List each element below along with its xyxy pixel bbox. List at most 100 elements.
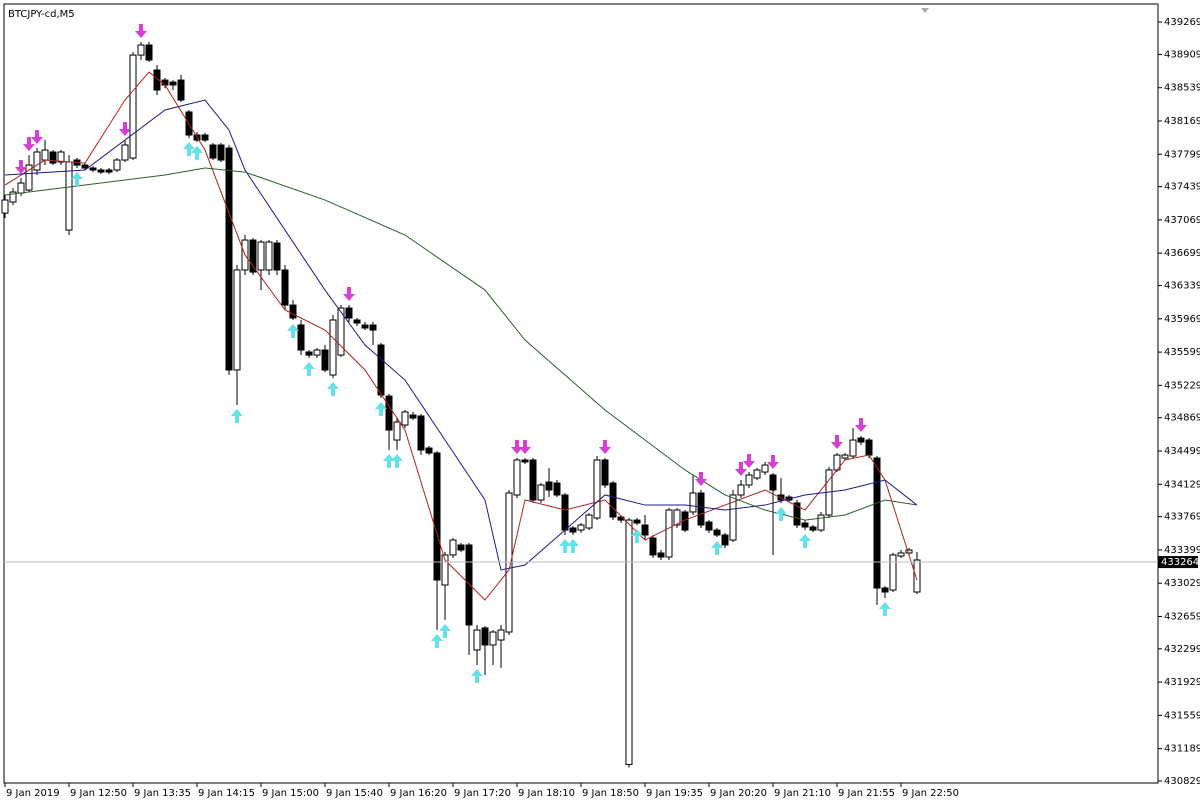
candle-body	[41, 149, 49, 161]
candle-body	[449, 539, 457, 556]
buy-arrow	[383, 454, 395, 469]
x-tick-label: 9 Jan 21:55	[838, 788, 895, 799]
candle-body	[465, 544, 473, 626]
buy-arrow	[471, 669, 483, 684]
buy-arrow	[375, 402, 387, 417]
candle-body	[105, 169, 113, 173]
candle-body	[257, 241, 265, 271]
buy-arrow	[775, 506, 787, 521]
candle-body	[577, 524, 585, 531]
buy-arrow	[439, 623, 451, 638]
candle-body	[169, 81, 177, 86]
candle-body	[17, 182, 25, 194]
candle-body	[913, 559, 921, 593]
candle-body	[889, 554, 897, 591]
y-tick-label: 431929	[1164, 677, 1200, 688]
candle-body	[857, 437, 865, 443]
candle-body	[329, 319, 337, 376]
candle-body	[521, 459, 529, 463]
sell-arrow	[23, 137, 35, 152]
buy-arrow	[391, 454, 403, 469]
y-tick-label: 431189	[1164, 744, 1200, 755]
candle-body	[385, 395, 393, 431]
y-tick-label: 433399	[1164, 545, 1200, 556]
x-tick-label: 9 Jan 19:35	[646, 788, 703, 799]
candle-body	[793, 502, 801, 526]
x-tick-label: 9 Jan 12:50	[70, 788, 127, 799]
y-tick-label: 437439	[1164, 182, 1200, 193]
candle-body	[177, 79, 185, 101]
candle-body	[601, 459, 609, 486]
candle-body	[89, 167, 97, 171]
candle-body	[841, 454, 849, 459]
candle-body	[593, 459, 601, 519]
candle-body	[657, 552, 665, 558]
x-tick-label: 9 Jan 17:20	[454, 788, 511, 799]
y-tick-label: 431559	[1164, 710, 1200, 721]
candle-body	[689, 492, 697, 513]
candle-body	[817, 514, 825, 531]
candle-body	[217, 144, 225, 161]
candle-body	[881, 587, 889, 593]
chart-title: BTCJPY-cd,M5	[8, 9, 75, 20]
candle-body	[57, 151, 65, 163]
buy-arrow	[799, 534, 811, 549]
y-tick-label: 432659	[1164, 611, 1200, 622]
candle-body	[809, 526, 817, 531]
sell-arrow	[855, 417, 867, 432]
candle-body	[537, 484, 545, 501]
sell-arrow	[519, 440, 531, 455]
candle-body	[233, 269, 241, 371]
sell-arrow	[735, 462, 747, 477]
candle-body	[337, 307, 345, 356]
y-tick-label: 437799	[1164, 149, 1200, 160]
y-tick-label: 435229	[1164, 380, 1200, 391]
candle-body	[561, 494, 569, 531]
candle-body	[649, 537, 657, 556]
x-tick-label: 9 Jan 15:40	[326, 788, 383, 799]
x-tick-label: 9 Jan 22:50	[902, 788, 959, 799]
candle-body	[457, 544, 465, 551]
sell-arrow	[135, 24, 147, 39]
candle-body	[497, 629, 505, 641]
candle-body	[1, 199, 9, 214]
moving-average	[4, 71, 918, 601]
current-price-box	[1158, 556, 1198, 569]
y-tick-label: 434129	[1164, 479, 1200, 490]
y-tick-label: 439269	[1164, 17, 1200, 28]
buy-arrow	[231, 409, 243, 424]
buy-arrow	[287, 323, 299, 338]
buy-arrow	[431, 634, 443, 649]
y-tick-label: 433769	[1164, 512, 1200, 523]
candle-body	[97, 169, 105, 173]
candle-body	[729, 494, 737, 541]
candle-body	[33, 151, 41, 171]
candle-body	[209, 144, 217, 159]
y-tick-label: 437069	[1164, 215, 1200, 226]
candle-body	[409, 414, 417, 419]
candle-body	[905, 549, 913, 554]
candle-body	[417, 415, 425, 451]
candle-body	[153, 69, 161, 91]
buy-arrow	[559, 538, 571, 553]
candle-body	[873, 457, 881, 589]
candle-body	[489, 631, 497, 646]
x-tick-label: 9 Jan 20:20	[710, 788, 767, 799]
y-tick-label: 434499	[1164, 446, 1200, 457]
candle-body	[433, 452, 441, 581]
candle-body	[345, 307, 353, 319]
buy-arrow	[183, 142, 195, 157]
candle-body	[137, 44, 145, 56]
candle-body	[513, 459, 521, 496]
candle-body	[641, 524, 649, 536]
buy-arrow	[567, 538, 579, 553]
y-tick-label: 435599	[1164, 347, 1200, 358]
y-tick-label: 435969	[1164, 314, 1200, 325]
candle-body	[305, 351, 313, 356]
candle-body	[761, 464, 769, 473]
x-tick-label: 9 Jan 13:35	[134, 788, 191, 799]
x-tick-label: 9 Jan 15:00	[262, 788, 319, 799]
y-tick-label: 432299	[1164, 644, 1200, 655]
